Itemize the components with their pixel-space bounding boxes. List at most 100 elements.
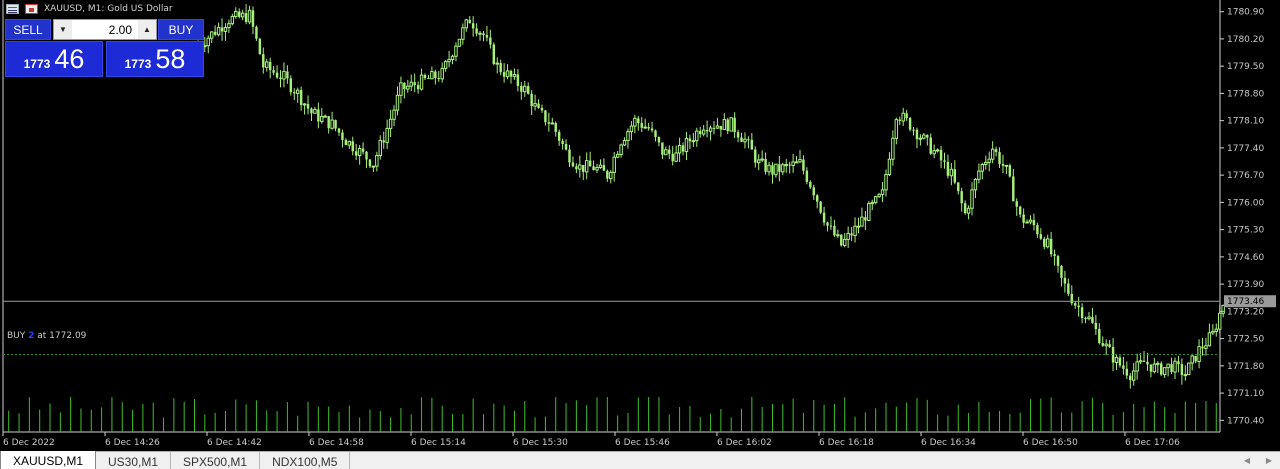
candle-body-down	[475, 28, 478, 34]
bid-price-tag-label: 1773.46	[1227, 297, 1264, 307]
candle-body-up	[443, 61, 448, 69]
candle-body-down	[864, 217, 867, 221]
candle-body-down	[1094, 323, 1098, 330]
candle-body-up	[691, 140, 696, 143]
candle-body-up	[1187, 362, 1191, 376]
candle-body-down	[850, 233, 853, 236]
candle-body-up	[1218, 312, 1222, 330]
y-tick-label: 1773.20	[1227, 307, 1264, 317]
candle-body-down	[268, 61, 272, 71]
candle-body-up	[708, 127, 713, 132]
candle-body-up	[478, 32, 482, 35]
calendar-icon[interactable]	[6, 4, 19, 14]
bid-price-tag	[1224, 295, 1276, 308]
candle-body-up	[684, 137, 689, 153]
candle-body-up	[877, 193, 881, 198]
candle-body-up	[450, 55, 455, 61]
chart-canvas[interactable]: 1780.90 1780.20 1779.50 1778.80 1778.10 1777.…	[0, 0, 1280, 451]
candle-body-up	[1138, 360, 1143, 363]
candle-body-down	[929, 137, 932, 154]
candle-body-down	[1091, 317, 1094, 324]
candle-body-down	[306, 103, 310, 109]
candle-body-up	[584, 160, 589, 173]
y-tick-label: 1773.90	[1227, 280, 1264, 290]
volume-input[interactable]: 2.00	[108, 22, 132, 37]
candle-body-up	[633, 117, 637, 127]
buy-price-button[interactable]: 1773 58	[106, 41, 204, 77]
candle-body-down	[351, 141, 354, 152]
candle-body-up	[674, 152, 678, 162]
sell-button[interactable]: SELL	[5, 19, 51, 40]
tab-us30-m1[interactable]: US30,M1	[96, 452, 172, 469]
candle-body-down	[561, 140, 564, 145]
candle-body-down	[489, 37, 492, 45]
candle-body-down	[1063, 277, 1067, 284]
buy-price-major: 1773	[124, 57, 152, 71]
candle-body-up	[695, 130, 699, 142]
candle-body-down	[275, 72, 279, 78]
order-line-label[interactable]: BUY 2 at 1772.09	[7, 331, 86, 341]
candle-body-down	[912, 129, 915, 131]
market-watch-icon[interactable]	[25, 4, 38, 14]
candle-body-up	[970, 189, 974, 209]
candle-body-down	[1036, 225, 1039, 235]
candle-body-down	[661, 142, 664, 155]
candle-body-up	[1162, 367, 1167, 376]
candle-body-down	[317, 109, 320, 122]
y-tick-label: 1778.80	[1227, 89, 1264, 99]
scroll-left-icon[interactable]: ◀	[1243, 456, 1251, 465]
candle-body-down	[788, 164, 791, 166]
candle-body-down	[719, 125, 723, 130]
price-chart[interactable]: 1780.90 1780.20 1779.50 1778.80 1778.10 1777.…	[0, 0, 1280, 451]
candle-body-down	[1108, 344, 1111, 348]
candle-body-up	[901, 112, 905, 122]
candle-body-down	[571, 162, 575, 167]
candle-body-up	[891, 137, 895, 160]
candle-body-down	[994, 149, 998, 153]
candle-body-down	[220, 27, 224, 32]
tab-xauusd-m1[interactable]: XAUUSD,M1	[0, 451, 97, 469]
scroll-right-icon[interactable]: ▶	[1265, 456, 1273, 465]
candle-body-down	[327, 116, 330, 129]
candle-body-up	[392, 109, 396, 120]
candle-body-down	[1043, 238, 1046, 247]
candle-body-up	[512, 73, 517, 78]
candle-body-down	[671, 153, 674, 162]
sell-price-button[interactable]: 1773 46	[5, 41, 103, 77]
candle-body-down	[764, 159, 767, 172]
candle-body-up	[357, 148, 362, 157]
candle-body-down	[1160, 363, 1163, 375]
candle-body-down	[1111, 347, 1115, 363]
candle-body-down	[499, 63, 502, 73]
candle-body-down	[310, 108, 313, 114]
candle-body-up	[619, 144, 623, 155]
candle-body-up	[987, 158, 991, 163]
candle-body-down	[699, 131, 702, 134]
tab-spx500-m1[interactable]: SPX500,M1	[171, 452, 261, 469]
candle-body-down	[423, 75, 427, 79]
volume-stepper[interactable]: ▼ 2.00 ▲	[53, 19, 157, 40]
candle-body-down	[1056, 256, 1060, 266]
volume-down-icon[interactable]: ▼	[54, 20, 72, 39]
buy-button[interactable]: BUY	[158, 19, 204, 40]
candle-body-up	[853, 225, 857, 236]
candle-body-down	[1067, 283, 1070, 294]
candle-body-down	[557, 131, 561, 141]
candle-body-down	[712, 127, 716, 129]
candle-body-down	[943, 160, 946, 162]
volume-up-icon[interactable]: ▲	[138, 20, 156, 39]
candle-body-down	[485, 35, 489, 38]
candle-body-up	[550, 122, 555, 125]
candle-body-down	[1177, 361, 1180, 365]
sell-price-major: 1773	[23, 57, 51, 71]
candle-body-up	[1183, 374, 1188, 377]
candle-body-down	[299, 90, 303, 105]
candle-body-down	[819, 201, 822, 213]
candle-body-down	[681, 145, 685, 152]
candle-body-down	[568, 149, 571, 163]
candle-body-down	[1012, 176, 1015, 202]
candle-body-down	[957, 182, 960, 192]
candle-body-down	[592, 166, 595, 170]
candle-body-up	[598, 164, 603, 169]
tab-ndx100-m5[interactable]: NDX100,M5	[260, 452, 351, 469]
